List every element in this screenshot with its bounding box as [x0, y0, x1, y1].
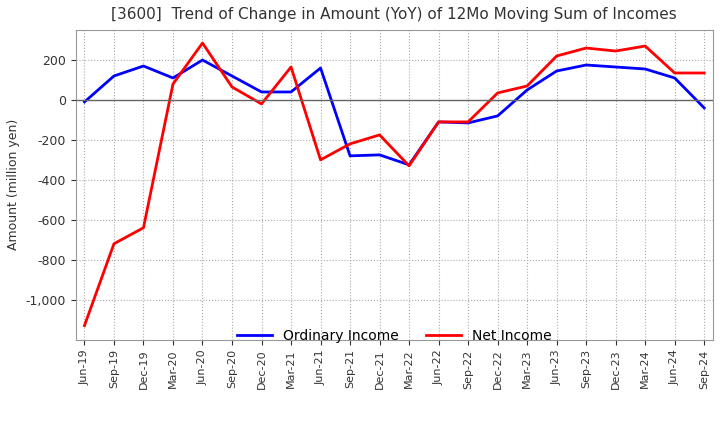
Net Income	[523, 83, 531, 88]
Ordinary Income	[464, 120, 472, 125]
Net Income	[464, 119, 472, 125]
Net Income	[139, 225, 148, 231]
Legend: Ordinary Income, Net Income: Ordinary Income, Net Income	[231, 323, 557, 348]
Net Income	[641, 44, 649, 49]
Ordinary Income	[523, 87, 531, 92]
Ordinary Income	[641, 66, 649, 72]
Net Income	[700, 70, 708, 76]
Ordinary Income	[405, 162, 413, 168]
Ordinary Income	[80, 99, 89, 105]
Net Income	[582, 45, 590, 51]
Y-axis label: Amount (million yen): Amount (million yen)	[7, 119, 20, 250]
Ordinary Income	[346, 153, 354, 158]
Net Income	[434, 119, 443, 125]
Net Income	[405, 163, 413, 169]
Net Income	[316, 157, 325, 162]
Line: Ordinary Income: Ordinary Income	[84, 60, 704, 165]
Ordinary Income	[582, 62, 590, 68]
Net Income	[346, 141, 354, 147]
Ordinary Income	[109, 73, 118, 79]
Net Income	[168, 81, 177, 87]
Net Income	[109, 241, 118, 246]
Net Income	[287, 64, 295, 70]
Net Income	[80, 323, 89, 328]
Net Income	[257, 101, 266, 106]
Ordinary Income	[611, 64, 620, 70]
Net Income	[552, 53, 561, 59]
Ordinary Income	[168, 75, 177, 81]
Ordinary Income	[139, 63, 148, 69]
Net Income	[670, 70, 679, 76]
Ordinary Income	[434, 119, 443, 125]
Net Income	[228, 84, 236, 90]
Ordinary Income	[198, 57, 207, 62]
Net Income	[375, 132, 384, 138]
Title: [3600]  Trend of Change in Amount (YoY) of 12Mo Moving Sum of Incomes: [3600] Trend of Change in Amount (YoY) o…	[112, 7, 678, 22]
Ordinary Income	[552, 68, 561, 73]
Net Income	[611, 48, 620, 54]
Ordinary Income	[316, 66, 325, 71]
Ordinary Income	[287, 89, 295, 95]
Ordinary Income	[375, 152, 384, 158]
Net Income	[198, 40, 207, 46]
Ordinary Income	[670, 75, 679, 81]
Ordinary Income	[493, 113, 502, 118]
Net Income	[493, 90, 502, 95]
Line: Net Income: Net Income	[84, 43, 704, 326]
Ordinary Income	[228, 73, 236, 79]
Ordinary Income	[700, 105, 708, 110]
Ordinary Income	[257, 89, 266, 95]
